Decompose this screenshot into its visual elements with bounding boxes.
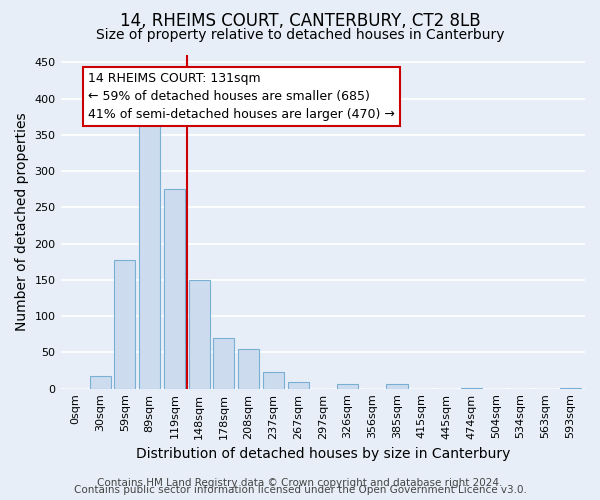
Text: Size of property relative to detached houses in Canterbury: Size of property relative to detached ho… [96,28,504,42]
Text: Contains HM Land Registry data © Crown copyright and database right 2024.: Contains HM Land Registry data © Crown c… [97,478,503,488]
Bar [89,376,110,388]
Bar [188,280,209,388]
Text: 14 RHEIMS COURT: 131sqm
← 59% of detached houses are smaller (685)
41% of semi-d: 14 RHEIMS COURT: 131sqm ← 59% of detache… [88,72,395,120]
Bar [386,384,407,388]
Bar [238,349,259,389]
Text: Contains public sector information licensed under the Open Government Licence v3: Contains public sector information licen… [74,485,526,495]
X-axis label: Distribution of detached houses by size in Canterbury: Distribution of detached houses by size … [136,447,510,461]
Bar [115,260,136,388]
Bar [337,384,358,388]
Bar [287,382,308,388]
Text: 14, RHEIMS COURT, CANTERBURY, CT2 8LB: 14, RHEIMS COURT, CANTERBURY, CT2 8LB [119,12,481,30]
Y-axis label: Number of detached properties: Number of detached properties [15,112,29,331]
Bar [164,189,185,388]
Bar [263,372,284,388]
Bar [139,124,160,388]
Bar [214,338,235,388]
